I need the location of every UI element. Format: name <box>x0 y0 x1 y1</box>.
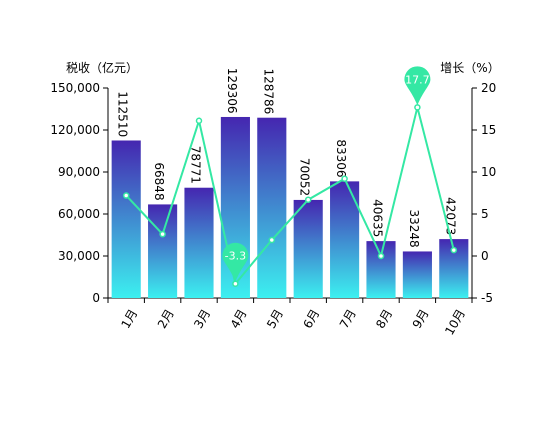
y-left-tick-label: 90,000 <box>58 165 100 179</box>
growth-line <box>125 107 455 286</box>
bar <box>148 204 178 298</box>
markers-layer: -3.3 17.7 <box>222 66 431 282</box>
pin-marker-max: 17.7 <box>404 66 431 106</box>
x-tick-label: 10月 <box>442 307 468 338</box>
bar <box>293 199 323 298</box>
bar-value-label: 70052 <box>298 158 312 196</box>
y-left-tick-label: 0 <box>92 291 100 305</box>
y-right-tick-label: -5 <box>481 291 493 305</box>
growth-point <box>268 236 276 244</box>
y-left-tick-label: 30,000 <box>58 249 100 263</box>
pin-label: -3.3 <box>225 250 246 263</box>
x-tick-label: 3月 <box>191 307 213 331</box>
y-left-tick-label: 150,000 <box>50 81 100 95</box>
x-tick-label: 5月 <box>264 307 286 331</box>
pin-label: 17.7 <box>405 73 430 86</box>
pin-shape <box>222 242 249 282</box>
bar-value-label: 33248 <box>407 209 421 247</box>
growth-point <box>304 196 312 203</box>
pin-shape <box>404 66 431 106</box>
x-tick-label: 2月 <box>155 307 177 331</box>
x-tick-label: 7月 <box>337 307 359 331</box>
bar <box>366 241 396 298</box>
bar-labels-layer: 112510 66848 78771 129306 128786 70052 83306 40… <box>116 68 458 248</box>
x-tick-label: 6月 <box>300 307 322 331</box>
growth-point <box>450 246 458 254</box>
x-tick-label: 8月 <box>373 307 395 331</box>
growth-point <box>377 252 385 260</box>
y-left-tick-label: 60,000 <box>58 207 100 221</box>
ticks-layer: 0 30,000 60,000 90,000 120,000 150,000 -5 0 5 10 1… <box>50 81 496 338</box>
bar <box>111 140 141 298</box>
bar <box>184 187 214 298</box>
bar-value-label: 129306 <box>225 68 239 114</box>
pin-marker-min: -3.3 <box>222 242 249 282</box>
x-tick-label: 1月 <box>118 307 140 331</box>
growth-point <box>122 192 130 199</box>
bars-layer <box>111 116 469 298</box>
bar <box>257 117 287 298</box>
growth-point <box>341 175 348 182</box>
bar-value-label: 40635 <box>371 199 385 237</box>
y-right-tick-label: 5 <box>481 207 489 221</box>
growth-point <box>195 117 203 125</box>
y-right-tick-label: 20 <box>481 81 496 95</box>
bar-value-label: 128786 <box>261 68 275 114</box>
y-right-tick-label: 10 <box>481 165 496 179</box>
y-right-axis-title: 增长（%） <box>440 61 499 75</box>
line-layer <box>122 104 458 287</box>
bar-value-label: 66848 <box>152 162 166 200</box>
bar-value-label: 78771 <box>189 146 203 184</box>
growth-point <box>414 104 421 111</box>
x-tick-label: 4月 <box>228 307 250 331</box>
x-tick-label: 9月 <box>410 307 432 331</box>
growth-point <box>232 280 239 287</box>
bar-value-label: 83306 <box>334 139 348 177</box>
y-right-tick-label: 0 <box>481 249 489 263</box>
y-left-tick-label: 120,000 <box>50 123 100 137</box>
bar <box>402 251 432 298</box>
y-left-axis-title: 税收（亿元） <box>66 60 138 75</box>
bar-value-label: 112510 <box>116 91 130 137</box>
growth-point <box>159 230 166 238</box>
y-right-tick-label: 15 <box>481 123 496 137</box>
